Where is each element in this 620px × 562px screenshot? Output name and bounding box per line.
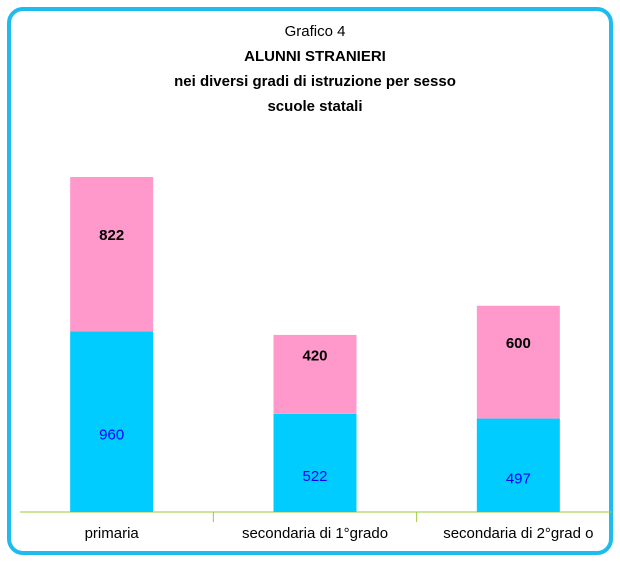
bar-segment <box>70 177 154 332</box>
data-label: 600 <box>506 335 531 352</box>
bar-segment <box>273 334 357 414</box>
data-label: 522 <box>302 468 327 485</box>
x-tick-label: primaria <box>85 525 140 542</box>
x-tick-label: secondaria di 2°grad o <box>443 525 593 542</box>
bar-segment <box>70 331 154 512</box>
chart-subtitle: nei diversi gradi di istruzione per sess… <box>174 73 456 90</box>
data-label: 497 <box>506 470 531 487</box>
chart-subtitle: scuole statali <box>267 98 362 115</box>
chart-subtitle: ALUNNI STRANIERI <box>244 48 386 65</box>
frame <box>7 7 613 555</box>
bar-segment <box>476 418 560 512</box>
x-tick-label: secondaria di 1°grado <box>242 525 388 542</box>
data-label: 960 <box>99 427 124 444</box>
chart-title: Grafico 4 <box>285 23 346 40</box>
bar-segment <box>476 305 560 419</box>
data-label: 822 <box>99 227 124 244</box>
bar-segment <box>273 413 357 512</box>
data-label: 420 <box>302 347 327 364</box>
